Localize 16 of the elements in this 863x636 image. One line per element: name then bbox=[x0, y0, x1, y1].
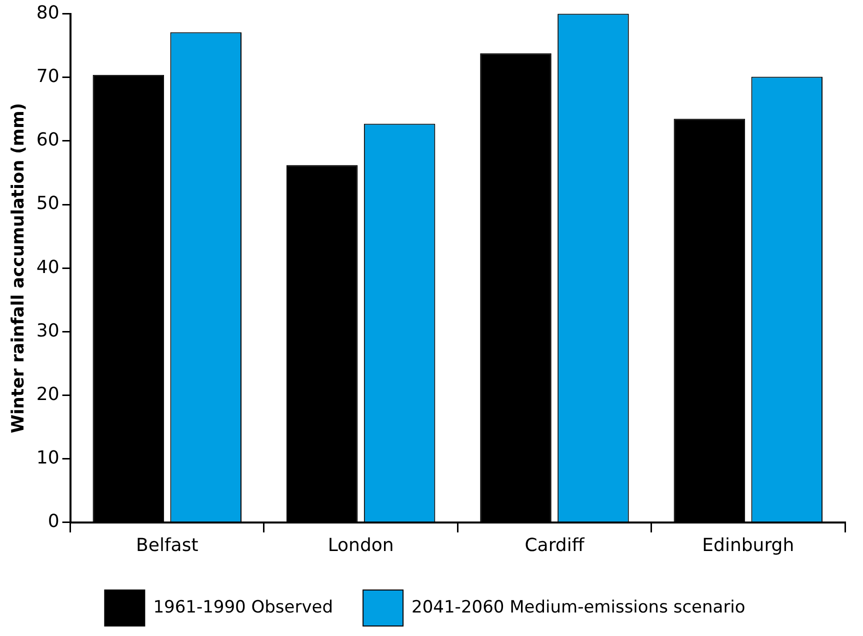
y-tick-label: 20 bbox=[36, 384, 60, 405]
legend-label: 1961-1990 Observed bbox=[153, 597, 334, 618]
legend-label: 2041-2060 Medium-emissions scenario bbox=[412, 597, 746, 618]
y-tick-label: 70 bbox=[36, 66, 60, 88]
y-tick-label: 60 bbox=[36, 130, 60, 151]
x-tick-label: London bbox=[328, 534, 394, 556]
y-tick-label: 50 bbox=[36, 193, 60, 214]
x-tick-label: Edinburgh bbox=[702, 534, 794, 556]
y-tick-label: 80 bbox=[36, 2, 60, 24]
x-tick-label: Belfast bbox=[136, 534, 198, 556]
y-axis-title: Winter rainfall accumulation (mm) bbox=[8, 102, 29, 434]
y-tick-label: 40 bbox=[36, 256, 60, 278]
x-tick-label: Cardiff bbox=[524, 534, 585, 556]
y-tick-label: 0 bbox=[48, 511, 60, 532]
y-tick-label: 10 bbox=[36, 447, 60, 468]
y-tick-label: 30 bbox=[36, 320, 60, 342]
